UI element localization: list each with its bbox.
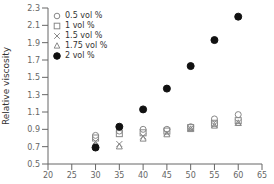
html-text:0.5 vol %: 0.5 vol %	[65, 11, 103, 20]
html-text:1 vol %: 1 vol %	[65, 21, 95, 30]
svg-text:50: 50	[186, 171, 196, 180]
svg-text:65: 65	[257, 171, 266, 180]
html-text:1.75 vol %: 1.75 vol %	[65, 41, 108, 50]
svg-text:45: 45	[162, 171, 172, 180]
html-text:1.5 vol %: 1.5 vol %	[65, 31, 103, 40]
svg-text:40: 40	[138, 171, 148, 180]
svg-text:1.3: 1.3	[27, 91, 40, 100]
svg-text:20: 20	[43, 171, 53, 180]
svg-text:1.1: 1.1	[27, 108, 40, 117]
svg-text:1.7: 1.7	[27, 56, 40, 65]
svg-text:1.9: 1.9	[27, 39, 40, 48]
svg-text:0.9: 0.9	[27, 125, 40, 134]
svg-text:55: 55	[209, 171, 219, 180]
svg-text:60: 60	[233, 171, 243, 180]
svg-text:25: 25	[67, 171, 77, 180]
svg-text:0.5: 0.5	[27, 160, 40, 169]
svg-text:0.7: 0.7	[27, 143, 40, 152]
svg-text:35: 35	[114, 171, 124, 180]
svg-text:2.1: 2.1	[27, 21, 40, 30]
svg-text:Relative viscosity: Relative viscosity	[8, 46, 11, 125]
svg-text:1.5: 1.5	[27, 73, 40, 82]
html-text:2 vol %: 2 vol %	[65, 51, 95, 60]
svg-text:2.3: 2.3	[27, 4, 40, 13]
svg-text:30: 30	[90, 171, 100, 180]
